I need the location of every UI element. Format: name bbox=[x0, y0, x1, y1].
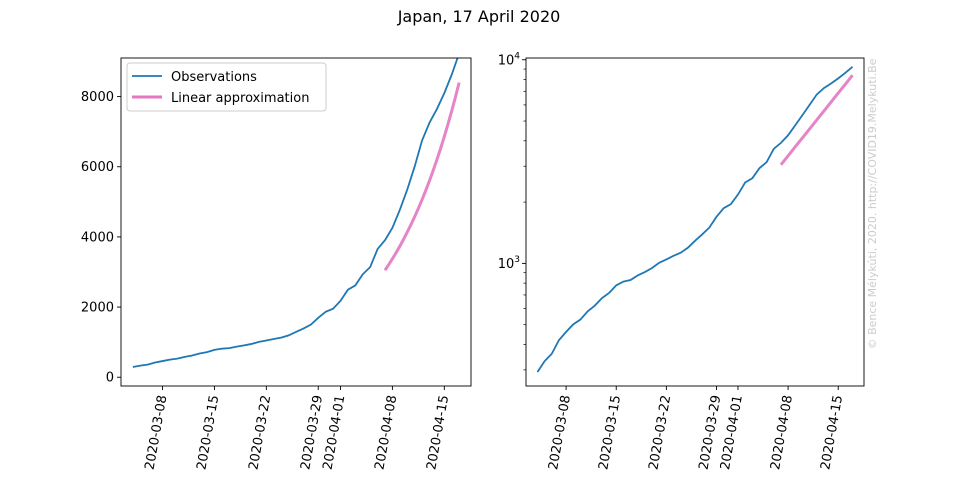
x-tick-label: 2020-03-15 bbox=[596, 394, 624, 471]
watermark: © Bence Mélykúti, 2020. http://COVID19.M… bbox=[866, 58, 879, 349]
observations-line bbox=[132, 58, 459, 368]
x-tick-label: 2020-04-15 bbox=[818, 394, 846, 471]
figure-title: Japan, 17 April 2020 bbox=[397, 7, 561, 26]
legend: Observations Linear approximation bbox=[126, 62, 327, 112]
axes-frame bbox=[525, 57, 865, 387]
y-tick-label: 2000 bbox=[81, 301, 114, 316]
y-tick-label: 4000 bbox=[81, 230, 114, 245]
axes-frame bbox=[120, 57, 472, 387]
x-tick-label: 2020-03-22 bbox=[246, 394, 274, 471]
x-tick-label: 2020-03-08 bbox=[546, 394, 574, 471]
y-tick-label: 0 bbox=[106, 371, 114, 386]
x-tick-label: 2020-04-08 bbox=[372, 394, 400, 471]
y-tick-label: 104 bbox=[498, 51, 521, 68]
log-chart: 2020-03-08 2020-03-15 2020-03-22 2020-03-29… bbox=[498, 51, 865, 471]
x-tick-label: 2020-03-15 bbox=[194, 394, 222, 471]
observations-line bbox=[536, 66, 854, 373]
x-tick-label: 2020-04-08 bbox=[768, 394, 796, 471]
legend-box bbox=[126, 62, 327, 112]
x-tick-label: 2020-03-22 bbox=[646, 394, 674, 471]
x-tick-label: 2020-04-15 bbox=[424, 394, 452, 471]
x-tick-label: 2020-04-01 bbox=[321, 394, 349, 471]
y-tick-label: 103 bbox=[498, 255, 520, 272]
x-tick-label: 2020-03-08 bbox=[143, 394, 171, 471]
linear-chart: 2020-03-08 2020-03-15 2020-03-22 2020-03-29… bbox=[81, 57, 472, 471]
y-tick-label: 8000 bbox=[81, 90, 114, 105]
linear-approximation-line bbox=[779, 74, 854, 166]
linear-approximation-line bbox=[383, 82, 461, 272]
legend-linear-label: Linear approximation bbox=[171, 91, 309, 106]
legend-observations-label: Observations bbox=[171, 70, 257, 85]
y-tick-label: 6000 bbox=[81, 160, 114, 175]
